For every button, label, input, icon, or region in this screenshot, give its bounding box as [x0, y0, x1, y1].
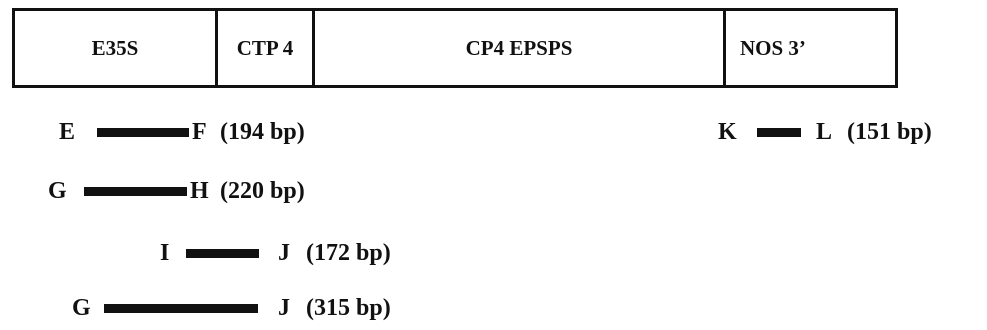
primer-f-label: F	[192, 119, 207, 145]
segment-label-cp4-epsps: CP4 EPSPS	[465, 35, 573, 60]
segment-ctp4: CTP 4	[215, 11, 312, 85]
amplicon-gj-bar	[104, 304, 258, 313]
primer-j2-label: J	[278, 295, 290, 321]
segment-label-ctp4: CTP 4	[236, 35, 294, 60]
segment-e35s: E35S	[15, 11, 215, 85]
amplicon-gh-bar	[84, 187, 187, 196]
primer-k-label: K	[718, 119, 737, 145]
amplicon-kl-size: (151 bp)	[847, 119, 932, 145]
amplicon-gj-size: (315 bp)	[306, 295, 391, 321]
amplicon-ef-size: (194 bp)	[220, 119, 305, 145]
primer-g2-label: G	[72, 295, 91, 321]
segment-nos3: NOS 3’	[723, 11, 895, 85]
segment-cp4-epsps: CP4 EPSPS	[312, 11, 723, 85]
primer-g-label: G	[48, 178, 67, 204]
primer-e-label: E	[59, 119, 76, 145]
amplicon-ef-bar	[97, 128, 189, 137]
primer-i-label: I	[160, 240, 170, 266]
gene-construct-map: E35S CTP 4 CP4 EPSPS NOS 3’	[12, 8, 898, 88]
amplicon-kl-bar	[757, 128, 801, 137]
amplicon-ij-bar	[186, 249, 259, 258]
segment-label-e35s: E35S	[91, 35, 139, 60]
amplicon-gh-size: (220 bp)	[220, 178, 305, 204]
primer-l-label: L	[816, 119, 833, 145]
primer-j-label: J	[278, 240, 290, 266]
segment-label-nos3: NOS 3’	[740, 35, 806, 60]
primer-h-label: H	[190, 178, 209, 204]
amplicon-ij-size: (172 bp)	[306, 240, 391, 266]
